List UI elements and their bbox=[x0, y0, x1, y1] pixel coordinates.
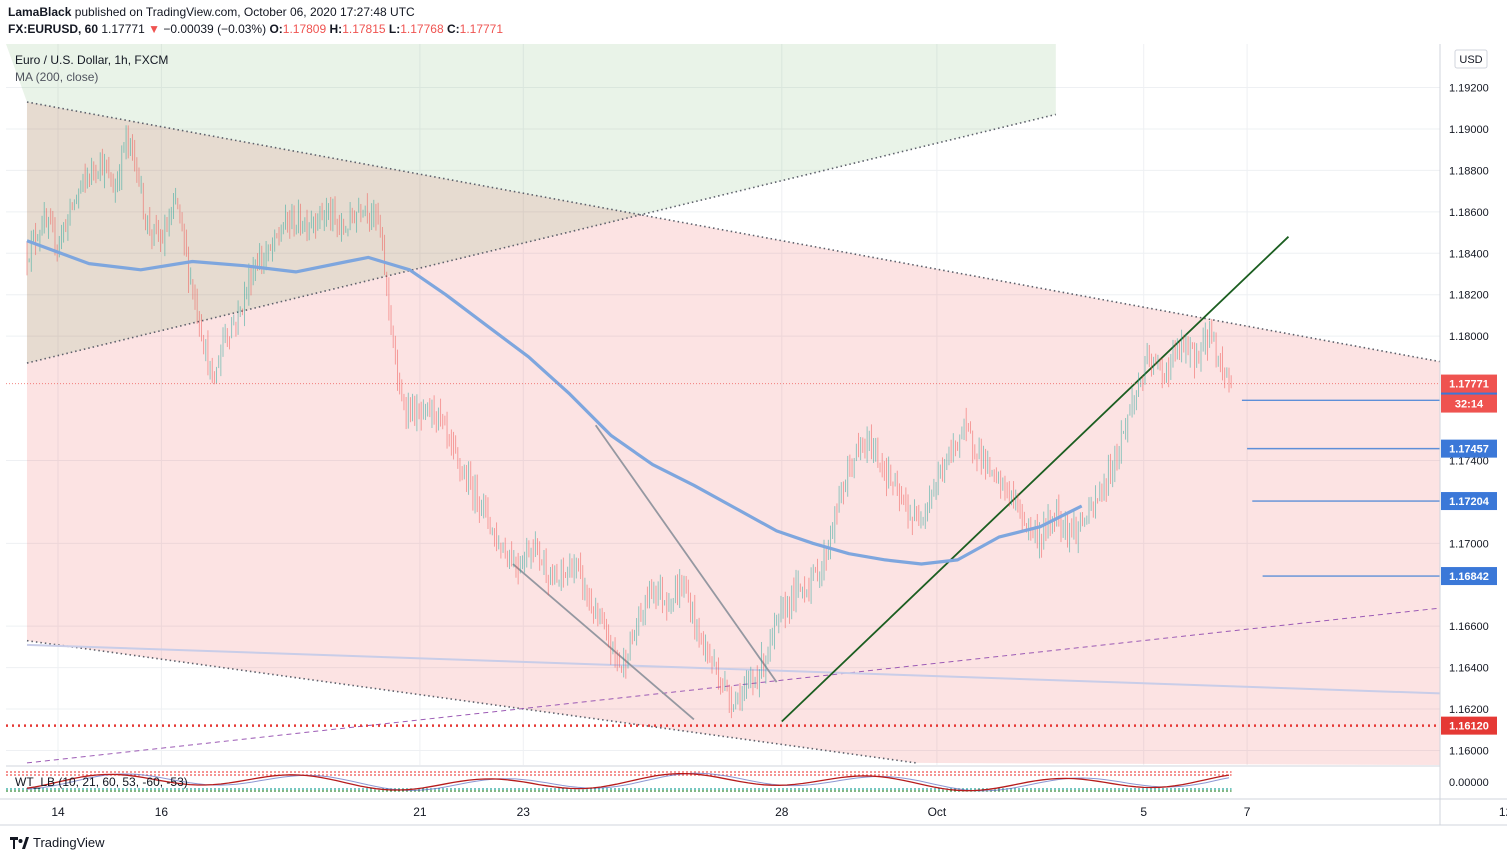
currency-box bbox=[1454, 49, 1488, 69]
open-value: 1.17809 bbox=[282, 22, 327, 36]
y-tick-11: 1.16200 bbox=[1449, 704, 1489, 716]
fan-fill bbox=[6, 44, 1056, 364]
y-tick-0: 1.19200 bbox=[1449, 83, 1489, 95]
y-tick-7: 1.17400 bbox=[1449, 455, 1489, 467]
price-tag-countdown-bg bbox=[1441, 394, 1497, 413]
time-axis: 1416212328Oct57121419 bbox=[0, 798, 1507, 826]
price-tag-1.16842: 1.16842 bbox=[1449, 571, 1489, 583]
price-tag-1.17457-bg bbox=[1441, 439, 1497, 458]
trendline-rising-dotted bbox=[26, 113, 1056, 364]
grid-lines bbox=[6, 44, 1440, 765]
y-tick-4: 1.18400 bbox=[1449, 248, 1489, 260]
price-tag-last: 1.17771 bbox=[1449, 379, 1489, 391]
x-tick-1: 16 bbox=[155, 805, 169, 819]
y-tick-12: 1.16000 bbox=[1449, 745, 1489, 757]
oscillator-pane: WT_LB (10, 21, 60, 53, -60, -53) bbox=[6, 765, 1440, 798]
y-tick-5: 1.18200 bbox=[1449, 290, 1489, 302]
author-name[interactable]: LamaBlack bbox=[8, 5, 72, 19]
trendline-channel-upper bbox=[594, 424, 778, 683]
high-value: 1.17815 bbox=[342, 22, 386, 36]
tradingview-logo-icon bbox=[10, 836, 29, 849]
symbol-label: FX:EURUSD, 60 bbox=[8, 22, 99, 36]
publish-info: LamaBlack published on TradingView.com, … bbox=[8, 5, 415, 19]
high-label: H: bbox=[329, 22, 343, 36]
y-tick-1: 1.19000 bbox=[1449, 124, 1489, 136]
symbol-info: FX:EURUSD, 60 1.17771 ▼ −0.00039 (−0.03%… bbox=[8, 22, 503, 36]
y-tick-6: 1.18000 bbox=[1449, 331, 1489, 343]
x-tick-7: 7 bbox=[1244, 805, 1251, 819]
y-tick-9: 1.16600 bbox=[1449, 621, 1489, 633]
trendline-light-slope bbox=[26, 643, 1440, 695]
y-tick-3: 1.18600 bbox=[1449, 207, 1489, 219]
change-text: −0.00039 (−0.03%) bbox=[163, 22, 267, 36]
x-tick-4: 28 bbox=[775, 805, 789, 819]
price-tag-1.16842-bg bbox=[1441, 567, 1497, 586]
osc-wt2 bbox=[26, 772, 1230, 792]
tradingview-footer[interactable]: TradingView bbox=[10, 835, 105, 850]
x-tick-2: 21 bbox=[413, 805, 427, 819]
y-tick-8: 1.17000 bbox=[1449, 538, 1489, 550]
trendline-green-uptrend bbox=[781, 236, 1290, 723]
close-label: C: bbox=[446, 22, 460, 36]
y-tick-2: 1.18800 bbox=[1449, 165, 1489, 177]
open-label: O: bbox=[269, 22, 283, 36]
trendline-lower-dotted bbox=[26, 639, 917, 764]
down-arrow-icon: ▼ bbox=[148, 22, 160, 36]
x-tick-0: 14 bbox=[51, 805, 65, 819]
price-tag-1.17204: 1.17204 bbox=[1449, 496, 1490, 508]
osc-wt1 bbox=[26, 772, 1230, 792]
low-label: L: bbox=[388, 22, 401, 36]
price-tag-1.16120: 1.16120 bbox=[1449, 721, 1489, 733]
close-value: 1.17771 bbox=[459, 22, 504, 36]
currency-label: USD bbox=[1459, 54, 1482, 66]
last-price-text: 1.17771 bbox=[101, 22, 145, 36]
ma-legend: MA (200, close) bbox=[15, 70, 99, 84]
published-text: published on TradingView.com, October 06… bbox=[71, 5, 415, 19]
x-tick-8: 12 bbox=[1499, 805, 1507, 819]
osc-legend: WT_LB (10, 21, 60, 53, -60, -53) bbox=[15, 775, 188, 789]
x-tick-6: 5 bbox=[1140, 805, 1147, 819]
tradingview-brand: TradingView bbox=[33, 835, 105, 850]
price-tag-countdown: 32:14 bbox=[1455, 399, 1484, 411]
trendline-channel-lower bbox=[512, 563, 695, 721]
x-tick-3: 23 bbox=[517, 805, 531, 819]
horizontal-levels bbox=[6, 399, 1440, 727]
price-tag-last-bg bbox=[1441, 374, 1497, 393]
candles bbox=[26, 125, 1232, 719]
price-axis: USD 1.19200 1.19000 1.18800 1.18600 1.18400 1.… bbox=[1439, 44, 1497, 825]
price-tag-1.17457: 1.17457 bbox=[1449, 444, 1489, 456]
osc-zero-tick: 0.00000 bbox=[1449, 777, 1489, 789]
price-tag-1.17204-bg bbox=[1441, 492, 1497, 511]
low-value: 1.17768 bbox=[400, 22, 444, 36]
wedge-fill bbox=[26, 102, 1440, 765]
oscillator-bg bbox=[6, 766, 1440, 798]
ma200-line bbox=[26, 239, 1083, 566]
x-tick-5: Oct bbox=[928, 805, 947, 819]
price-tag-1.16120-bg bbox=[1441, 716, 1497, 735]
plot-area bbox=[6, 44, 1440, 765]
trendlines bbox=[26, 101, 1440, 764]
y-tick-10: 1.16400 bbox=[1449, 663, 1489, 675]
chart-title: Euro / U.S. Dollar, 1h, FXCM bbox=[15, 53, 169, 67]
